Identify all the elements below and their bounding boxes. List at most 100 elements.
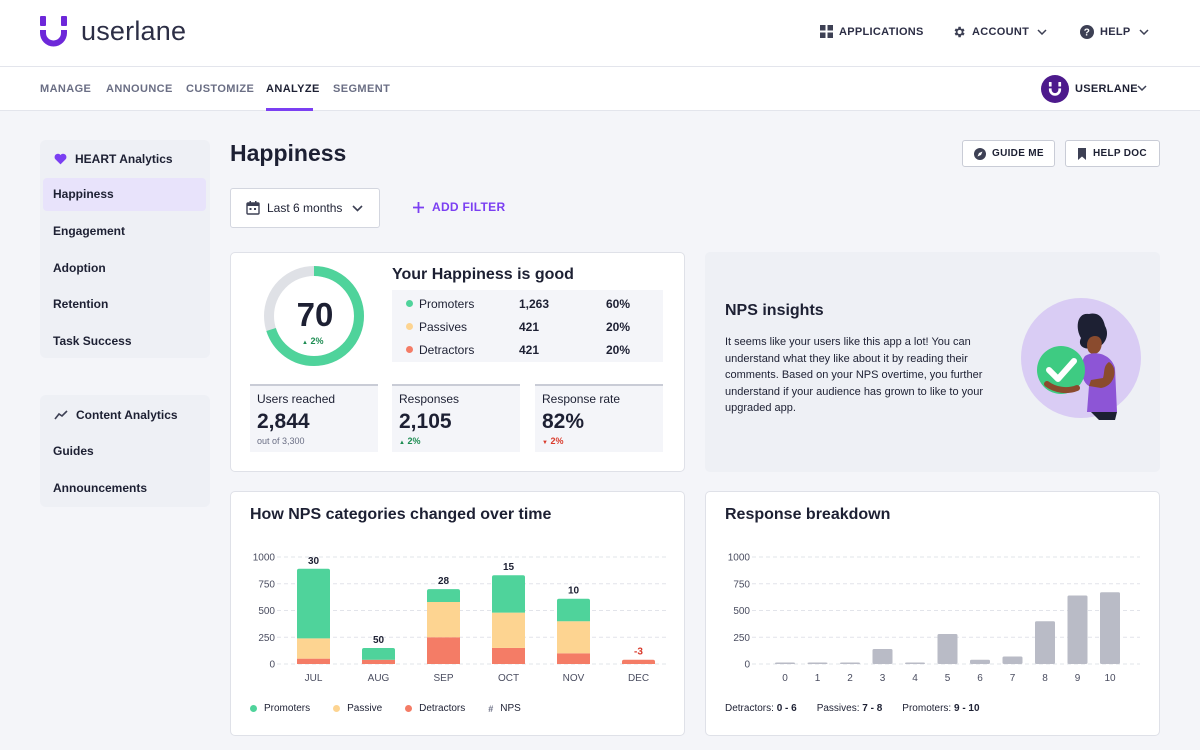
legend-promoters: Promoters — [250, 703, 310, 714]
legend-passives-range: Passives: 7 - 8 — [817, 703, 883, 714]
gear-icon — [954, 26, 965, 38]
metric-subtext: out of 3,300 — [257, 436, 305, 446]
metric-response-rate: Response rate 82% ▼ 2% — [535, 384, 663, 452]
detractors-swatch-icon — [405, 705, 413, 712]
content-analytics-title: Content Analytics — [76, 408, 178, 422]
chevron-down-icon — [1139, 29, 1149, 35]
legend-label: Promoters: — [902, 703, 952, 714]
tab-manage[interactable]: MANAGE — [40, 83, 92, 95]
response-breakdown-card — [705, 491, 1160, 736]
nps-insights-panel: NPS insights It seems like your users li… — [705, 252, 1160, 472]
brand-name: userlane — [81, 16, 187, 46]
nps-chart-legend: Promoters Passive Detractors # NPS — [250, 703, 544, 714]
arrow-down-icon: ▼ — [542, 440, 548, 446]
nps-over-time-title: How NPS categories changed over time — [250, 506, 552, 523]
userlane-logo-icon — [1048, 82, 1062, 96]
help-doc-button[interactable]: HELP DOC — [1065, 140, 1160, 167]
legend-label: NPS — [500, 703, 521, 714]
help-menu-button[interactable]: ? HELP — [1080, 25, 1149, 39]
insights-title: NPS insights — [725, 302, 824, 319]
chevron-down-icon — [352, 204, 363, 212]
row-percent: 20% — [606, 343, 631, 357]
sidebar-item-retention[interactable]: Retention — [53, 297, 109, 311]
plus-icon — [413, 201, 424, 213]
nps-category-table: Promoters 1,263 60% Passives 421 20% Det… — [392, 290, 663, 362]
legend-label: Detractors: — [725, 703, 774, 714]
row-label: Passives — [419, 320, 468, 334]
tab-customize[interactable]: CUSTOMIZE — [186, 83, 255, 95]
metric-label: Response rate — [542, 392, 621, 406]
account-menu-button[interactable]: ACCOUNT — [952, 25, 1047, 39]
score-delta-value: 2% — [310, 336, 324, 346]
sidebar-item-happiness[interactable]: Happiness — [43, 178, 206, 211]
account-label: ACCOUNT — [972, 26, 1030, 38]
legend-passive: Passive — [333, 703, 382, 714]
add-filter-label: ADD FILTER — [432, 200, 506, 214]
page-title: Happiness — [230, 140, 347, 166]
metric-delta-value: 2% — [550, 436, 564, 446]
promoters-swatch-icon — [250, 705, 257, 712]
tab-analyze[interactable]: ANALYZE — [266, 83, 320, 95]
row-label: Promoters — [419, 297, 475, 311]
hash-icon: # — [488, 703, 494, 714]
applications-button[interactable]: APPLICATIONS — [820, 25, 924, 38]
legend-label: Promoters — [264, 703, 311, 714]
nps-row-promoters: Promoters 1,263 60% — [392, 294, 663, 314]
insights-text: It seems like your users like this app a… — [725, 336, 984, 414]
top-header: userlane APPLICATIONS ACCOUNT ? HELP — [0, 0, 1200, 67]
tab-segment[interactable]: SEGMENT — [333, 83, 391, 95]
metric-responses: Responses 2,105 ▲ 2% — [392, 384, 520, 452]
svg-text:?: ? — [1084, 28, 1090, 39]
add-filter-button[interactable]: ADD FILTER — [412, 200, 505, 214]
legend-range: 0 - 6 — [776, 703, 797, 714]
legend-range: 7 - 8 — [862, 703, 883, 714]
legend-range: 9 - 10 — [953, 703, 980, 714]
sidebar-item-task-success[interactable]: Task Success — [53, 334, 132, 348]
date-range-value: Last 6 months — [267, 201, 343, 215]
bookmark-icon — [1078, 147, 1086, 160]
metric-delta-value: 2% — [407, 436, 421, 446]
legend-detractors-range: Detractors: 0 - 6 — [725, 703, 797, 714]
happy-user-illustration — [1021, 298, 1141, 420]
sidebar-item-guides[interactable]: Guides — [53, 444, 94, 458]
metric-value: 82% — [542, 410, 585, 433]
guide-me-button[interactable]: GUIDE ME — [962, 140, 1055, 167]
help-icon: ? — [1080, 25, 1094, 39]
detractors-dot-icon — [406, 346, 413, 353]
content-analytics-heading: Content Analytics — [54, 408, 178, 422]
nps-row-passives: Passives 421 20% — [392, 317, 663, 337]
happiness-score-gauge — [264, 266, 364, 366]
nps-row-detractors: Detractors 421 20% — [392, 340, 663, 360]
sidebar-item-adoption[interactable]: Adoption — [53, 261, 106, 275]
nps-over-time-card — [230, 491, 685, 736]
legend-detractors: Detractors — [405, 703, 465, 714]
trend-line-icon — [54, 410, 68, 420]
compass-icon — [974, 147, 986, 160]
account-avatar[interactable] — [1041, 75, 1069, 103]
chevron-down-icon[interactable] — [1137, 85, 1147, 91]
row-percent: 60% — [606, 297, 631, 311]
account-name[interactable]: USERLANE — [1075, 83, 1138, 95]
happiness-score-delta: ▲ 2% — [302, 336, 323, 346]
row-percent: 20% — [606, 320, 631, 334]
happiness-headline: Your Happiness is good — [392, 266, 574, 283]
row-count: 421 — [519, 320, 540, 334]
metric-label: Users reached — [257, 392, 336, 406]
date-range-select[interactable]: Last 6 months — [230, 188, 380, 228]
heart-analytics-menu: HEART Analytics Happiness Engagement Ado… — [40, 140, 210, 358]
legend-label: Passives: — [816, 703, 860, 714]
happiness-score: 70 — [296, 296, 334, 333]
brand-logo[interactable]: userlane — [40, 16, 186, 47]
tab-announce[interactable]: ANNOUNCE — [106, 83, 173, 95]
arrow-up-icon: ▲ — [302, 340, 308, 346]
applications-label: APPLICATIONS — [839, 25, 924, 38]
heart-analytics-title: HEART Analytics — [75, 152, 173, 166]
sidebar-item-engagement[interactable]: Engagement — [53, 224, 126, 238]
legend-nps: # NPS — [488, 703, 521, 714]
metric-value: 2,844 — [257, 410, 310, 433]
calendar-icon — [246, 201, 260, 215]
help-label: HELP — [1100, 26, 1131, 38]
row-label: Detractors — [419, 343, 475, 357]
content-analytics-menu: Content Analytics Guides Announcements — [40, 395, 210, 507]
sidebar-item-announcements[interactable]: Announcements — [53, 481, 148, 495]
